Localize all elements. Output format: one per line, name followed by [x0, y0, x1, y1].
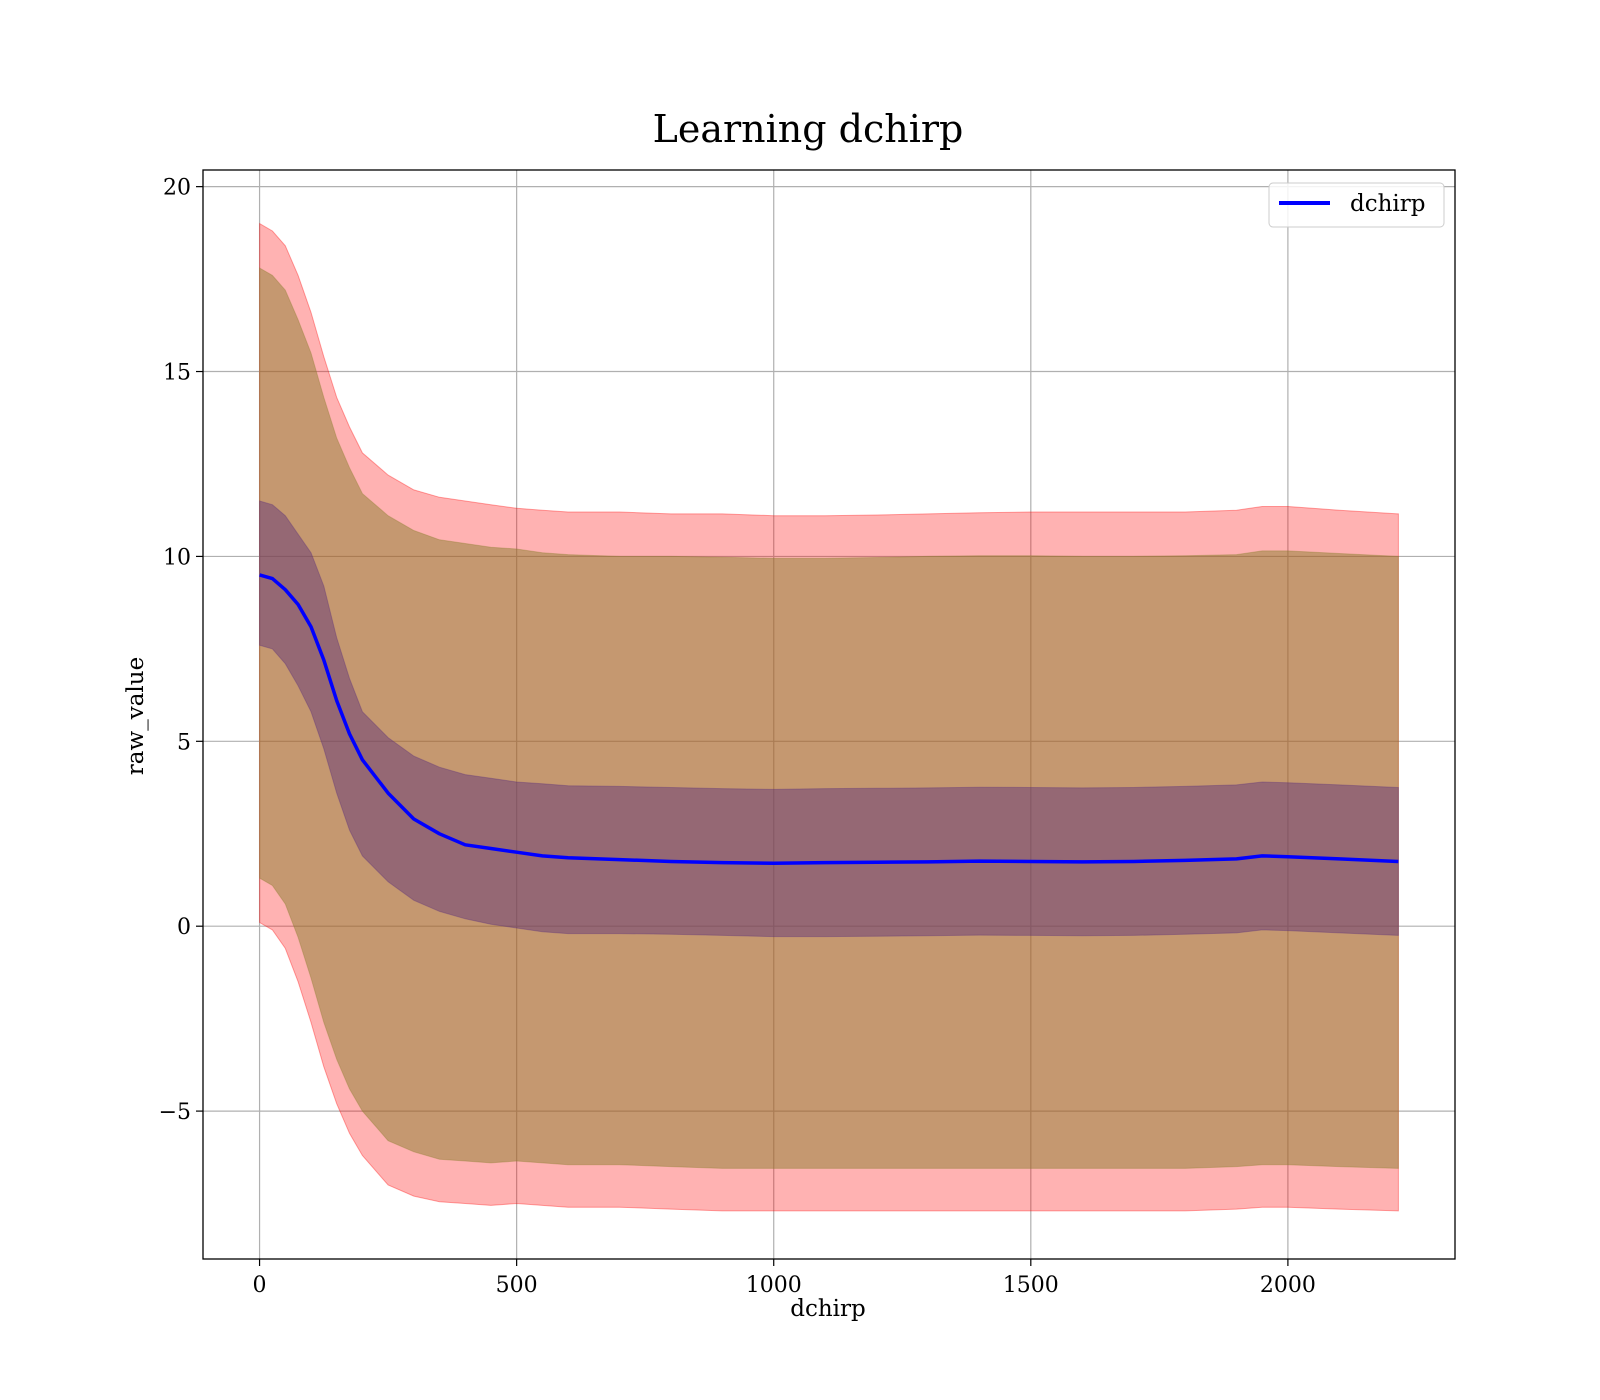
legend: dchirp [1268, 182, 1445, 228]
band-middle [259, 267, 1399, 1169]
y-tick-label: 0 [177, 915, 191, 940]
series-lines [259, 573, 1399, 866]
legend-label-dchirp: dchirp [1350, 191, 1426, 217]
y-axis-label: raw_value [123, 657, 149, 775]
y-tick-label: 5 [177, 730, 191, 755]
series-line-dchirp [259, 573, 1399, 866]
y-tick-label: 10 [163, 545, 191, 570]
confidence-bands [259, 222, 1399, 1212]
x-axis-label: dchirp [790, 1296, 866, 1322]
x-tick-label: 0 [253, 1273, 267, 1298]
x-tick-label: 1000 [746, 1273, 802, 1298]
x-axis-ticks: 0 500 1000 1500 2000 [253, 1259, 1316, 1298]
y-tick-label: −5 [159, 1100, 191, 1125]
band-inner [259, 500, 1399, 938]
plot-frame [202, 169, 1456, 1260]
x-tick-label: 2000 [1260, 1273, 1316, 1298]
legend-box [1268, 182, 1445, 228]
chart-title: Learning dchirp [653, 107, 964, 151]
y-tick-label: 20 [163, 176, 191, 201]
x-tick-label: 500 [496, 1273, 538, 1298]
y-tick-label: 15 [163, 361, 191, 386]
x-tick-label: 1500 [1003, 1273, 1059, 1298]
y-axis-ticks: −5 0 5 10 15 20 [159, 176, 203, 1125]
